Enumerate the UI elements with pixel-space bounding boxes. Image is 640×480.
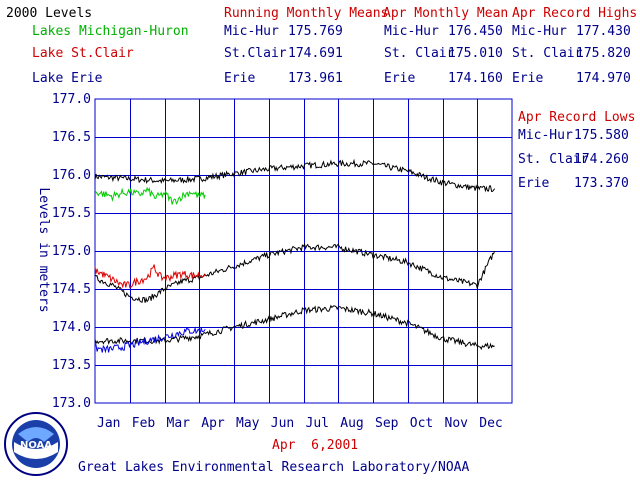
series-line-mean <box>94 304 495 351</box>
running-mean-value: 173.961 <box>288 71 343 86</box>
logo-text: NOAA <box>20 440 52 451</box>
y-tick-labels: 173.0 173.5 174.0 174.5 175.0 175.5 176.0 176.5… <box>52 92 91 411</box>
running-means-title: Running Monthly Means <box>224 6 389 21</box>
x-tick-label: Jul <box>306 416 329 431</box>
record-lows-title: Apr Record Lows <box>518 110 636 125</box>
series-line-mean <box>94 158 496 193</box>
x-tick-label: Sep <box>375 416 399 431</box>
series-line-lake-st-clair <box>94 264 206 289</box>
record-low-value: 173.370 <box>574 176 629 191</box>
y-tick-label: 176.5 <box>52 130 91 145</box>
apr-mean-lake: Erie <box>384 71 416 86</box>
levels-title: 2000 Levels <box>6 6 93 21</box>
running-mean-value: 175.769 <box>288 24 343 39</box>
apr-mean-lake: St. Clair <box>384 46 455 61</box>
legend-lake-erie: Lake Erie <box>32 71 103 86</box>
record-low-lake: Erie <box>518 176 550 191</box>
series-line-lake-erie <box>94 326 206 354</box>
x-tick-label: Jun <box>271 416 294 431</box>
apr-mean-value: 174.160 <box>448 71 503 86</box>
apr-high-lake: St. Clair <box>512 46 583 61</box>
x-tick-label: Nov <box>445 416 469 431</box>
record-low-lake: Mic-Hur <box>518 128 573 143</box>
apr-high-lake: Erie <box>512 71 544 86</box>
y-tick-label: 175.5 <box>52 206 91 221</box>
x-tick-label: May <box>236 416 260 431</box>
apr-highs-title: Apr Record Highs <box>512 6 638 21</box>
x-tick-label: Feb <box>132 416 156 431</box>
apr-mean-value: 175.010 <box>448 46 503 61</box>
y-tick-label: 174.5 <box>52 282 91 297</box>
record-low-value: 175.580 <box>574 128 629 143</box>
apr-high-value: 174.970 <box>576 71 631 86</box>
x-tick-label: Oct <box>410 416 433 431</box>
report-date: Apr 6,2001 <box>272 438 359 453</box>
running-mean-value: 174.691 <box>288 46 343 61</box>
series-line-lakes-michigan-huron <box>94 186 206 205</box>
chart-series <box>94 158 496 354</box>
x-tick-label: Aug <box>340 416 363 431</box>
noaa-logo: NOAA <box>4 412 68 476</box>
y-tick-label: 176.0 <box>52 168 91 183</box>
running-mean-lake: Mic-Hur <box>224 24 279 39</box>
apr-mean-value: 176.450 <box>448 24 503 39</box>
apr-high-lake: Mic-Hur <box>512 24 567 39</box>
lab-credit: Great Lakes Environmental Research Labor… <box>78 460 470 475</box>
y-tick-label: 177.0 <box>52 92 91 107</box>
x-tick-labels: Jan Feb Mar Apr May Jun Jul Aug Sep Oct Nov Dec <box>97 416 503 431</box>
record-low-lake: St. Clair <box>518 152 589 167</box>
x-tick-label: Jan <box>97 416 120 431</box>
series-line-mean <box>94 242 496 304</box>
apr-high-value: 177.430 <box>576 24 631 39</box>
y-tick-label: 175.0 <box>52 244 91 259</box>
x-tick-label: Mar <box>167 416 191 431</box>
legend-lake-st-clair: Lake St.Clair <box>32 46 134 61</box>
y-tick-label: 173.5 <box>52 358 91 373</box>
apr-mean-title: Apr Monthly Mean <box>383 6 509 21</box>
y-axis-label: Levels in meters <box>36 187 51 312</box>
chart-gridlines <box>94 98 513 404</box>
apr-mean-lake: Mic-Hur <box>384 24 439 39</box>
x-tick-label: Apr <box>201 416 225 431</box>
x-tick-label: Dec <box>479 416 502 431</box>
running-mean-lake: St.Clair <box>224 46 287 61</box>
y-tick-label: 173.0 <box>52 396 91 411</box>
y-tick-label: 174.0 <box>52 320 91 335</box>
record-low-value: 174.260 <box>574 152 629 167</box>
apr-high-value: 175.820 <box>576 46 631 61</box>
legend-lakes-michigan-huron: Lakes Michigan-Huron <box>32 24 189 39</box>
running-mean-lake: Erie <box>224 71 256 86</box>
